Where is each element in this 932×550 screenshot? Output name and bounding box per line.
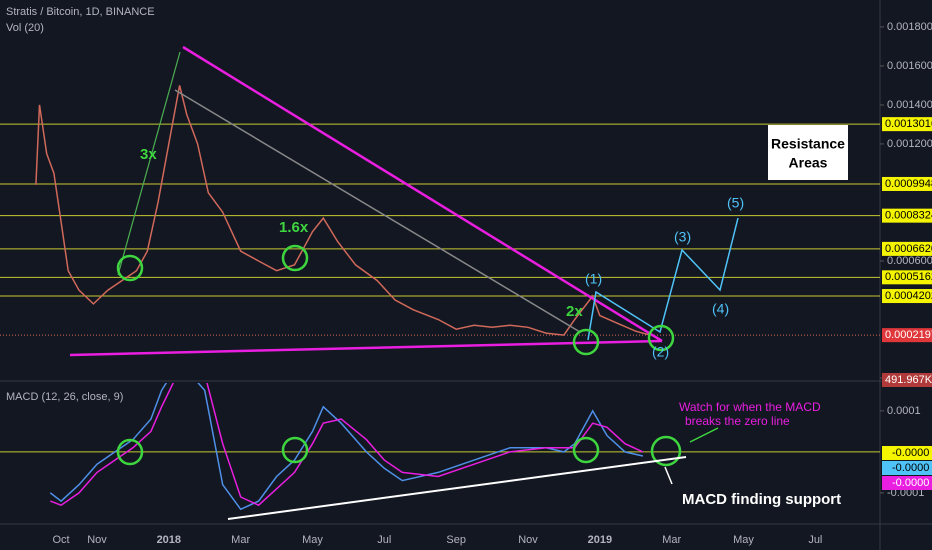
x-tick-label: Jul bbox=[808, 534, 822, 546]
price-line bbox=[35, 85, 651, 336]
volume-label-box bbox=[882, 373, 932, 387]
arrow bbox=[689, 427, 719, 443]
x-tick-label: Nov bbox=[87, 534, 107, 546]
x-tick-label: 2019 bbox=[588, 534, 612, 546]
level-label: 0.0005162 bbox=[885, 271, 932, 283]
level-label-box bbox=[882, 176, 932, 191]
circle bbox=[572, 436, 600, 464]
wave-label: (5) bbox=[727, 195, 744, 211]
wave-label: (2) bbox=[652, 344, 669, 360]
level-label: 0.0006620 bbox=[885, 243, 932, 255]
macd-note: Watch for when the MACD bbox=[679, 400, 821, 414]
macd-note: breaks the zero line bbox=[685, 414, 790, 428]
macd-value-label: -0.0000 bbox=[892, 447, 929, 459]
resistance-line bbox=[182, 45, 663, 343]
resistance-label: Areas bbox=[789, 155, 828, 171]
resistance-box bbox=[768, 125, 848, 180]
level-label-box bbox=[882, 241, 932, 256]
wave-projection bbox=[587, 217, 739, 341]
resistance-label: Resistance bbox=[771, 136, 845, 152]
x-tick-label: May bbox=[302, 534, 323, 546]
arrow bbox=[664, 466, 673, 485]
volume-label: 491.967K bbox=[885, 374, 932, 386]
trend-line bbox=[174, 89, 581, 333]
macd-line bbox=[50, 383, 644, 507]
drawings bbox=[69, 45, 848, 520]
y-tick-label: 0.0001 bbox=[887, 405, 921, 417]
volume-title: Vol (20) bbox=[6, 22, 44, 34]
x-tick-label: Jul bbox=[377, 534, 391, 546]
macd-note: MACD finding support bbox=[682, 491, 841, 508]
macd-value-box bbox=[882, 476, 932, 490]
circle bbox=[647, 324, 675, 352]
macd-value-box bbox=[882, 461, 932, 475]
level-label: 0.0008324 bbox=[885, 210, 932, 222]
wave-label: (1) bbox=[585, 271, 602, 287]
x-tick-label: Sep bbox=[446, 534, 466, 546]
x-tick-label: May bbox=[733, 534, 754, 546]
wave-label: (4) bbox=[712, 301, 729, 317]
x-tick-label: 2018 bbox=[157, 534, 181, 546]
x-tick-label: Nov bbox=[518, 534, 538, 546]
level-label-box bbox=[882, 289, 932, 304]
price-pane bbox=[35, 85, 651, 336]
macd-value-label: -0.0000 bbox=[892, 477, 929, 489]
circle bbox=[650, 435, 682, 467]
circle bbox=[281, 436, 309, 464]
annotation: 1.6x bbox=[279, 219, 309, 236]
rise-arrow bbox=[117, 51, 181, 276]
annotation: 2x bbox=[566, 303, 583, 320]
circle bbox=[572, 328, 600, 356]
circle bbox=[281, 244, 309, 272]
last-price-label: 0.0002197 bbox=[885, 329, 932, 341]
level-label-box bbox=[882, 208, 932, 223]
x-tick-label: Oct bbox=[52, 534, 69, 546]
levels bbox=[0, 123, 880, 336]
last-price-box bbox=[882, 328, 932, 343]
x-tick-label: Mar bbox=[231, 534, 250, 546]
macd-title: MACD (12, 26, close, 9) bbox=[6, 391, 123, 403]
circle bbox=[116, 254, 144, 282]
level-label: 0.0004202 bbox=[885, 290, 932, 302]
x-tick-label: Mar bbox=[662, 534, 681, 546]
annotation: 3x bbox=[140, 146, 157, 163]
level-label: 0.0009948 bbox=[885, 178, 932, 190]
circle bbox=[116, 438, 144, 466]
support-line bbox=[69, 339, 663, 357]
macd-value-box bbox=[882, 446, 932, 460]
level-label: 0.0013016 bbox=[885, 118, 932, 130]
level-label-box bbox=[882, 117, 932, 132]
macd-value-label: -0.0000 bbox=[892, 462, 929, 474]
level-label-box bbox=[882, 270, 932, 285]
chart-title: Stratis / Bitcoin, 1D, BINANCE bbox=[6, 6, 155, 18]
wave-label: (3) bbox=[674, 229, 691, 245]
macd-support-line bbox=[227, 456, 687, 520]
